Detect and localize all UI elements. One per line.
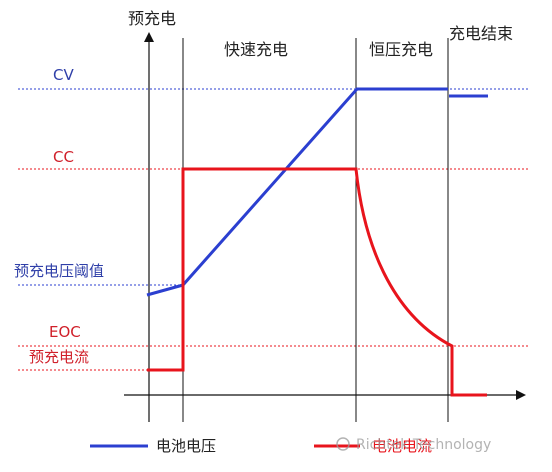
level-label-precharge-voltage-threshold: 预充电压阈值 bbox=[14, 262, 104, 280]
current-curve bbox=[147, 167, 487, 397]
level-label-cv: CV bbox=[53, 66, 74, 84]
watermark-logo-icon bbox=[336, 437, 350, 451]
phase-label-charge-end: 充电结束 bbox=[449, 24, 513, 43]
watermark-text: Richtek Technology bbox=[356, 437, 491, 453]
legend-voltage-label: 电池电压 bbox=[156, 437, 216, 455]
legend-current-label: 电池电流 bbox=[372, 437, 432, 455]
level-label-eoc: EOC bbox=[49, 323, 81, 341]
watermark: Richtek Technology bbox=[336, 437, 491, 453]
level-label-precharge-current: 预充电流 bbox=[29, 348, 89, 366]
phase-label-constant-voltage: 恒压充电 bbox=[369, 40, 433, 59]
phase-label-fast-charge: 快速充电 bbox=[224, 40, 288, 59]
level-label-cc: CC bbox=[53, 148, 74, 166]
phase-label-precharge: 预充电 bbox=[128, 9, 176, 28]
voltage-curve bbox=[146, 87, 448, 297]
